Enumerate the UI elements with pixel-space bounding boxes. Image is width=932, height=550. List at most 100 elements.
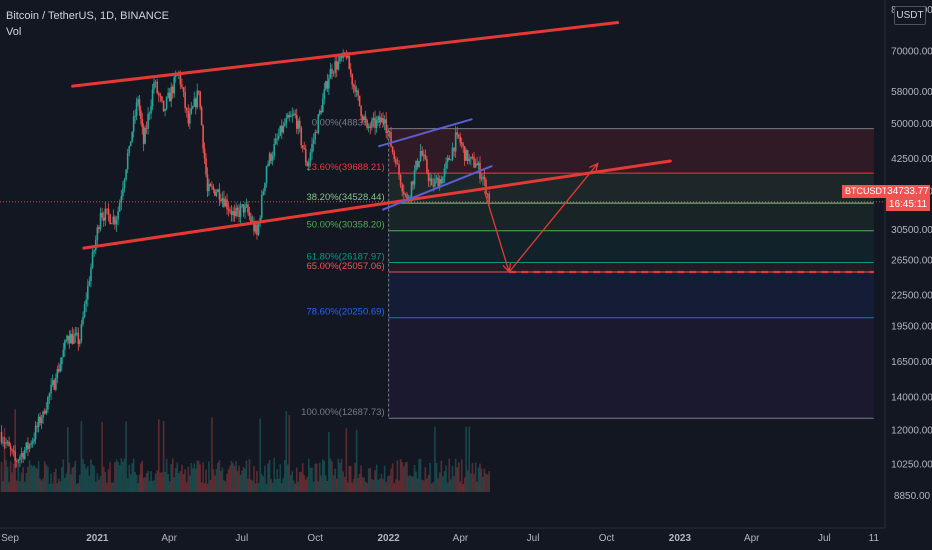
volume-bar (443, 471, 446, 492)
candle-body (451, 147, 454, 160)
candle-body (351, 73, 353, 85)
volume-bar (473, 474, 475, 492)
volume-bar (145, 473, 148, 492)
candle-body (200, 107, 203, 126)
price-tick-label: 19500.00 (891, 321, 932, 332)
volume-bar (179, 471, 182, 492)
time-axis[interactable]: Sep 2021 Apr Jul Oct 2022 Apr Jul Oct 2023 Apr Jul 1… (1, 533, 879, 544)
volume-bar (245, 460, 248, 492)
candle-body (335, 61, 338, 70)
candle-body (8, 441, 10, 447)
candle-body (19, 456, 21, 460)
candle-body (245, 204, 248, 207)
candle-body (28, 444, 31, 450)
candle-body (62, 349, 65, 358)
projection-segment (508, 163, 599, 273)
volume-bar (65, 473, 68, 492)
volume-bar (193, 463, 196, 492)
volume-bar (483, 468, 486, 492)
volume-bar (220, 471, 222, 492)
candle-body (374, 117, 376, 128)
projection-arrow-up (589, 162, 599, 173)
candle-body (248, 212, 251, 217)
candle-body (214, 189, 216, 196)
candle-body (482, 176, 484, 179)
volume-bar (286, 464, 289, 492)
candle-body (80, 323, 83, 341)
volume-bar (355, 429, 358, 492)
candle-body (135, 102, 138, 116)
candle-body (185, 107, 188, 111)
volume-bar (76, 483, 78, 492)
volume-bar (364, 481, 367, 492)
candle-body (112, 216, 115, 224)
fib-zone (388, 203, 874, 231)
volume-bar (331, 461, 333, 492)
candle-body (51, 380, 54, 385)
candle-body (459, 136, 462, 143)
candle-body (88, 281, 91, 286)
symbol-title[interactable]: Bitcoin / TetherUS, 1D, BINANCE (6, 10, 170, 22)
candle-body (36, 425, 38, 427)
candle-body (2, 442, 4, 443)
fibonacci-retracement[interactable]: 0.00%(48838.58) 23.60%(39688.21) 38.20%(34… (301, 118, 874, 419)
volume-bar (164, 471, 166, 492)
volume-bar (306, 476, 309, 492)
volume-bar (459, 481, 462, 492)
trendline-drawings[interactable] (71, 21, 874, 274)
volume-bar (430, 483, 433, 492)
candle-body (412, 181, 414, 185)
candle-body (145, 128, 148, 129)
candle-body (289, 116, 292, 118)
candle-body (5, 442, 7, 444)
volume-bar (262, 476, 265, 492)
volume-bar (196, 460, 199, 492)
volume-bar (270, 478, 272, 492)
volume-bar (372, 479, 375, 492)
volume-bar (203, 483, 206, 492)
candle-body (179, 72, 182, 85)
volume-bar (25, 472, 28, 492)
candle-body (196, 90, 199, 108)
candle-body (93, 250, 95, 252)
candle-body (118, 202, 121, 212)
volume-bar (440, 460, 443, 492)
volume-bar (395, 479, 397, 492)
candle-body (241, 204, 243, 206)
volume-bar (17, 462, 20, 492)
volume-bar (244, 468, 246, 492)
volume-bar (432, 482, 435, 492)
candle-body (102, 217, 105, 221)
time-tick-label: Jul (527, 533, 540, 544)
candle-body (363, 116, 365, 121)
volume-bar (271, 482, 274, 492)
volume-bar (85, 468, 87, 492)
candle-body (329, 68, 332, 79)
candle-body (398, 164, 400, 175)
currency-badge[interactable]: USDT (894, 6, 926, 25)
candle-body (37, 416, 40, 427)
volume-bar (137, 483, 139, 492)
volume-bar (298, 472, 301, 492)
candle-body (277, 135, 280, 139)
volume-bar (122, 461, 124, 492)
candle-body (120, 196, 123, 203)
volume-bar (123, 458, 126, 492)
volume-bar (22, 467, 24, 492)
volume-bar (162, 421, 165, 492)
candle-body (312, 139, 315, 145)
candle-body (220, 199, 222, 202)
candle-body (438, 179, 441, 188)
candle-body (159, 95, 162, 97)
volume-bar (148, 480, 151, 492)
volume-bar (27, 466, 29, 492)
volume-bar (474, 462, 477, 492)
volume-indicator-label[interactable]: Vol (6, 26, 22, 38)
time-tick-label: Jul (235, 533, 248, 544)
volume-bar (126, 477, 129, 492)
candle-body (259, 217, 261, 223)
candle-body (206, 174, 209, 192)
volume-bar (465, 426, 467, 492)
candle-body (347, 55, 349, 58)
